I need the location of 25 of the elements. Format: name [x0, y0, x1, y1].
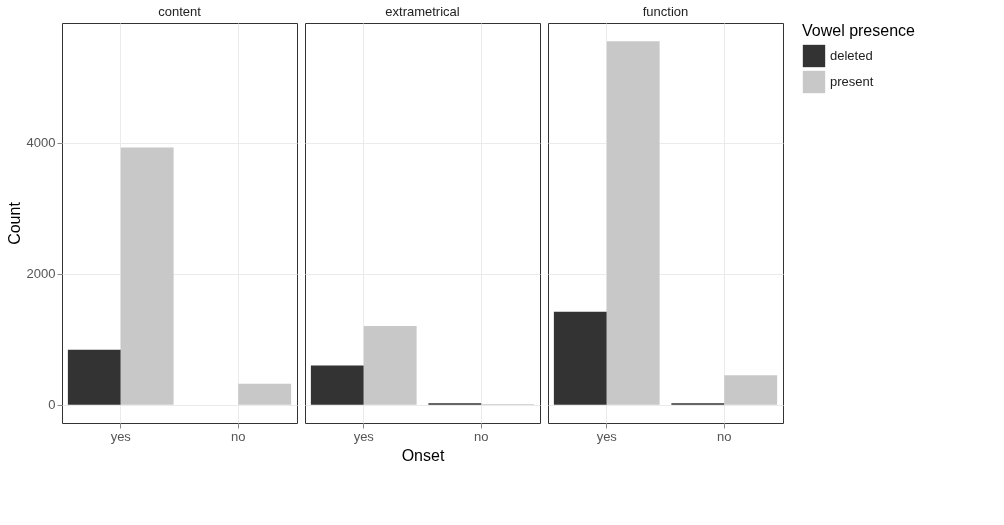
legend-label: present [830, 74, 874, 89]
x-tick-label: no [474, 428, 489, 444]
legend-label: deleted [830, 48, 873, 63]
bar [606, 41, 660, 405]
x-tick-label: no [231, 428, 246, 444]
x-tick-label: yes [353, 428, 375, 444]
y-tick-label: 0 [48, 397, 56, 413]
bar [120, 147, 174, 405]
chart-title: extrametrical [385, 4, 460, 19]
legend-title: Vowel presence [802, 22, 916, 39]
x-tick-label: yes [596, 428, 618, 444]
x-axis-title: Onset [401, 446, 445, 464]
bar [238, 383, 292, 405]
y-tick-label: 2000 [26, 266, 56, 282]
y-axis-title: Count [5, 201, 23, 245]
y-tick-label: 4000 [26, 135, 56, 151]
chart-title: content [158, 4, 202, 19]
x-tick-label: yes [110, 428, 132, 444]
bar [310, 365, 364, 405]
chart-title: function [642, 4, 689, 19]
bar [724, 375, 778, 405]
bar [553, 311, 607, 405]
bar [363, 326, 417, 405]
x-tick-label: no [717, 428, 732, 444]
bar [67, 349, 121, 405]
